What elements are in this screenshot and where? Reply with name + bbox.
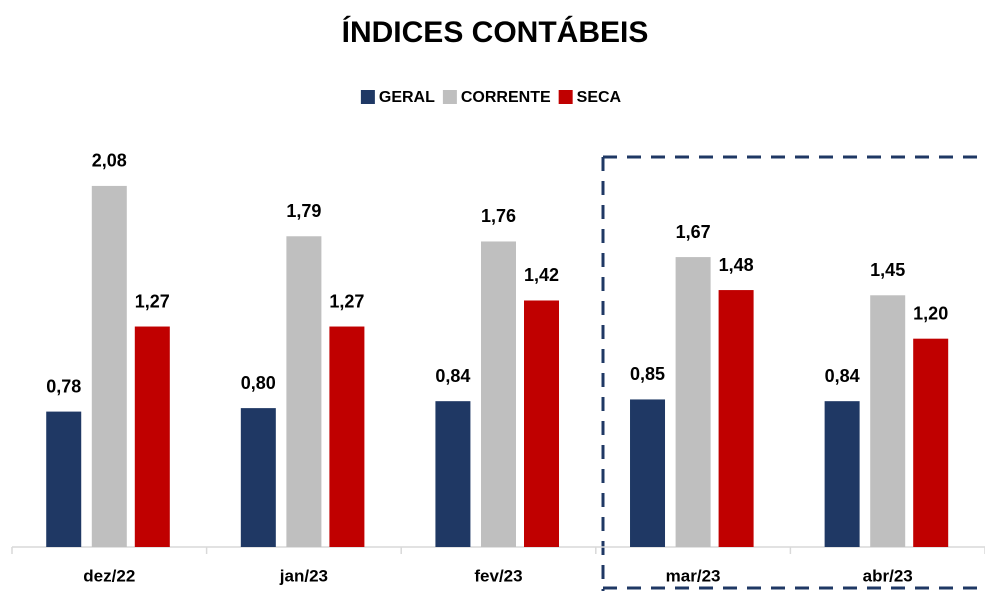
x-tick-label: fev/23 [474,566,522,585]
bar [481,241,516,548]
bar [134,326,170,547]
legend-swatch [558,90,573,104]
data-label: 1,48 [719,255,754,275]
data-label: 0,84 [435,366,470,386]
chart-title: ÍNDICES CONTÁBEIS [342,15,649,49]
bar [46,411,82,547]
x-tick-label: abr/23 [863,566,913,585]
bar [286,236,322,548]
bar [913,338,949,547]
x-tick-label: mar/23 [666,566,721,585]
x-tick-label: dez/22 [83,566,135,585]
data-label: 0,80 [241,373,276,393]
data-label: 1,20 [913,303,948,323]
legend-label: SECA [577,89,622,106]
data-label: 1,67 [676,222,711,242]
x-tick-label: jan/23 [279,566,328,585]
bar [824,401,860,547]
bar [718,290,754,547]
data-label: 2,08 [92,151,127,171]
bar [329,326,365,547]
data-label: 0,85 [630,364,665,384]
legend-label: GERAL [379,89,435,106]
data-label: 1,45 [870,260,905,280]
bar [675,257,711,547]
data-label: 1,42 [524,265,559,285]
bar [91,185,127,548]
bar [870,295,906,547]
data-label: 1,79 [286,201,321,221]
bar [435,401,471,547]
bar [524,300,559,547]
data-label: 1,27 [135,291,170,311]
bar [630,399,666,547]
legend-swatch [360,90,375,104]
data-label: 0,78 [46,376,81,396]
legend-swatch [442,90,457,104]
data-label: 0,84 [825,366,860,386]
data-label: 1,27 [329,291,364,311]
highlight-box [601,155,980,591]
data-label: 1,76 [481,206,516,226]
legend-label: CORRENTE [461,89,551,106]
bar [240,408,276,547]
